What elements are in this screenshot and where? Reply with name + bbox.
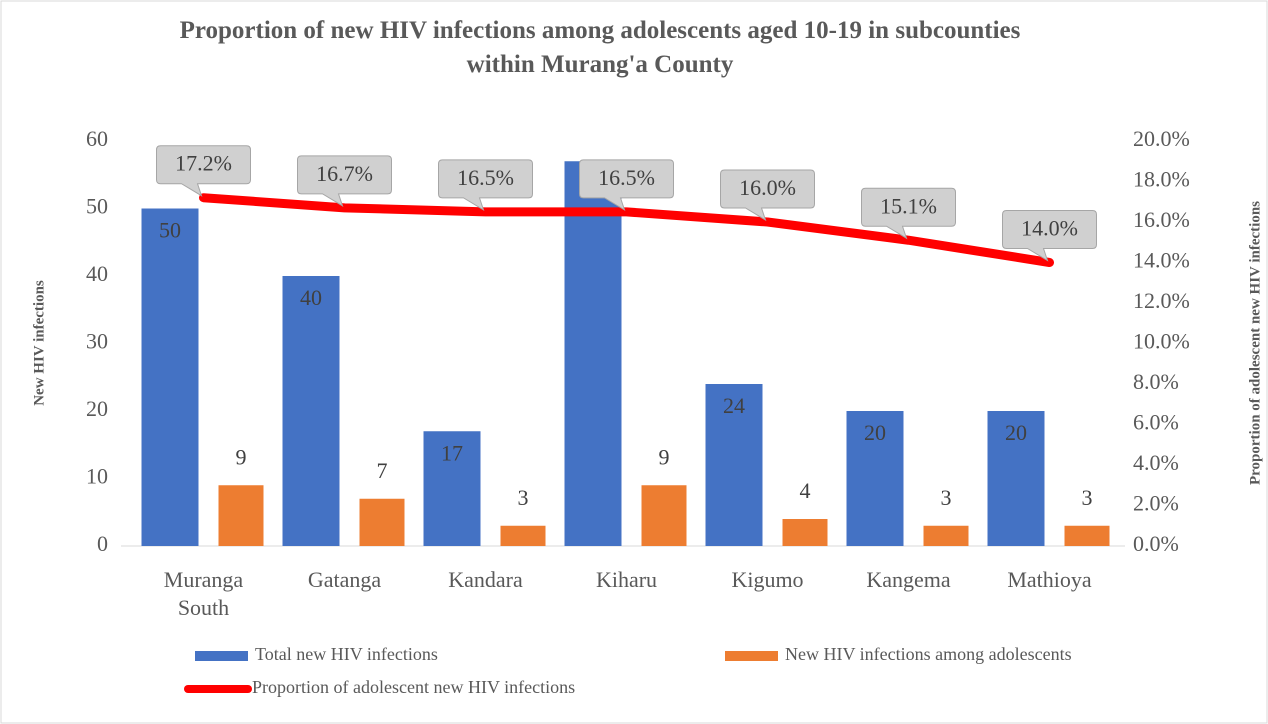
y2-tick-label: 18.0% bbox=[1133, 167, 1190, 192]
x-tick-label: Kigumo bbox=[731, 567, 804, 592]
y-tick-label: 60 bbox=[86, 126, 108, 151]
y2-axis-label: Proportion of adolescent new HIV infecti… bbox=[1247, 201, 1263, 485]
data-label: 14.0% bbox=[1021, 216, 1078, 241]
bar bbox=[141, 208, 199, 546]
y-tick-label: 10 bbox=[86, 464, 108, 489]
bar bbox=[500, 525, 546, 546]
bar bbox=[1064, 525, 1110, 546]
callout bbox=[861, 187, 956, 240]
y2-tick-label: 10.0% bbox=[1133, 329, 1190, 354]
y2-tick-label: 4.0% bbox=[1133, 450, 1179, 475]
bar bbox=[282, 276, 340, 546]
data-label: 17 bbox=[441, 440, 463, 465]
data-label: 16.7% bbox=[316, 161, 373, 186]
data-label: 16.0% bbox=[739, 175, 796, 200]
data-label: 20 bbox=[1005, 420, 1027, 445]
bar bbox=[782, 519, 828, 546]
data-label: 24 bbox=[723, 393, 745, 418]
data-label: 15.1% bbox=[880, 193, 937, 218]
y2-tick-label: 14.0% bbox=[1133, 248, 1190, 273]
bar bbox=[641, 485, 687, 546]
data-label: 17.2% bbox=[175, 151, 232, 176]
data-label: 16.5% bbox=[457, 165, 514, 190]
x-tick-label: Mathioya bbox=[1007, 567, 1092, 592]
y2-tick-label: 12.0% bbox=[1133, 288, 1190, 313]
bar bbox=[423, 431, 481, 546]
x-tick-label: Kiharu bbox=[595, 567, 658, 592]
callout bbox=[438, 159, 533, 211]
bar bbox=[923, 525, 969, 546]
callout bbox=[156, 145, 251, 197]
legend-label: New HIV infections among adolescents bbox=[785, 644, 1072, 664]
callout bbox=[1002, 210, 1097, 262]
bar bbox=[218, 485, 264, 546]
data-label: 7 bbox=[377, 458, 388, 483]
legend-swatch bbox=[725, 651, 778, 661]
x-tick-label: Muranga South bbox=[163, 567, 244, 620]
callout bbox=[579, 159, 674, 211]
y2-tick-label: 16.0% bbox=[1133, 207, 1190, 232]
callout bbox=[297, 155, 392, 207]
y-tick-label: 30 bbox=[86, 329, 108, 354]
data-label: 50 bbox=[159, 218, 181, 243]
legend-swatch bbox=[195, 651, 248, 661]
bar bbox=[846, 411, 904, 546]
data-label: 3 bbox=[518, 485, 529, 510]
x-tick-label: Kandara bbox=[448, 567, 523, 592]
callout bbox=[720, 169, 815, 222]
x-tick-label: Kangema bbox=[866, 567, 951, 592]
bar bbox=[987, 411, 1045, 546]
y-tick-label: 0 bbox=[97, 531, 108, 556]
y-tick-label: 40 bbox=[86, 261, 108, 286]
bar bbox=[564, 161, 622, 546]
y2-tick-label: 2.0% bbox=[1133, 491, 1179, 516]
y-tick-label: 20 bbox=[86, 396, 108, 421]
data-label: 9 bbox=[236, 444, 247, 469]
y-axis-label: New HIV infections bbox=[31, 280, 47, 406]
y2-tick-label: 6.0% bbox=[1133, 410, 1179, 435]
y-tick-label: 50 bbox=[86, 194, 108, 219]
chart-title: Proportion of new HIV infections among a… bbox=[179, 17, 1021, 78]
y2-tick-label: 0.0% bbox=[1133, 531, 1179, 556]
line-series bbox=[199, 193, 1054, 267]
bar bbox=[705, 384, 763, 546]
data-label: 3 bbox=[1082, 485, 1093, 510]
data-label: 9 bbox=[659, 444, 670, 469]
data-label: 3 bbox=[941, 485, 952, 510]
bar bbox=[359, 498, 405, 546]
x-tick-label: Gatanga bbox=[307, 567, 382, 592]
data-label: 20 bbox=[864, 420, 886, 445]
data-label: 4 bbox=[800, 478, 811, 503]
y2-tick-label: 8.0% bbox=[1133, 369, 1179, 394]
data-label: 40 bbox=[300, 285, 322, 310]
data-label: 16.5% bbox=[598, 165, 655, 190]
y2-tick-label: 20.0% bbox=[1133, 126, 1190, 151]
legend-label: Total new HIV infections bbox=[255, 644, 438, 664]
legend-label: Proportion of adolescent new HIV infecti… bbox=[252, 677, 575, 697]
